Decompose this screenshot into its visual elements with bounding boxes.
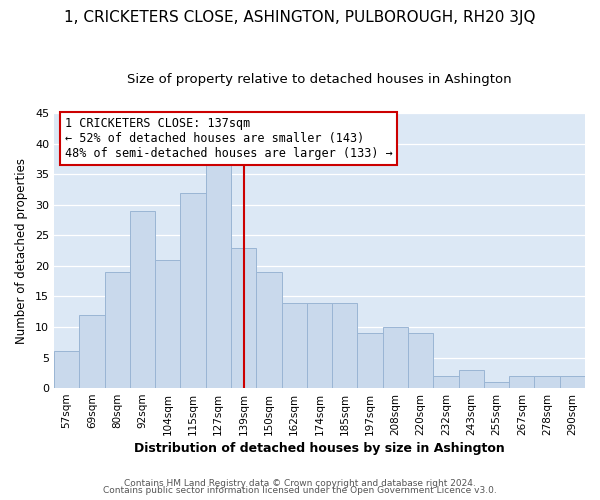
- Bar: [206, 162, 231, 388]
- Bar: [332, 302, 358, 388]
- Bar: [155, 260, 181, 388]
- X-axis label: Distribution of detached houses by size in Ashington: Distribution of detached houses by size …: [134, 442, 505, 455]
- Bar: [458, 370, 484, 388]
- Bar: [256, 272, 281, 388]
- Bar: [181, 192, 206, 388]
- Bar: [358, 333, 383, 388]
- Y-axis label: Number of detached properties: Number of detached properties: [15, 158, 28, 344]
- Bar: [104, 272, 130, 388]
- Bar: [408, 333, 433, 388]
- Bar: [79, 314, 104, 388]
- Bar: [509, 376, 535, 388]
- Text: 1 CRICKETERS CLOSE: 137sqm
← 52% of detached houses are smaller (143)
48% of sem: 1 CRICKETERS CLOSE: 137sqm ← 52% of deta…: [65, 117, 392, 160]
- Text: 1, CRICKETERS CLOSE, ASHINGTON, PULBOROUGH, RH20 3JQ: 1, CRICKETERS CLOSE, ASHINGTON, PULBOROU…: [64, 10, 536, 25]
- Title: Size of property relative to detached houses in Ashington: Size of property relative to detached ho…: [127, 72, 512, 86]
- Bar: [484, 382, 509, 388]
- Bar: [433, 376, 458, 388]
- Bar: [130, 211, 155, 388]
- Text: Contains public sector information licensed under the Open Government Licence v3: Contains public sector information licen…: [103, 486, 497, 495]
- Bar: [54, 352, 79, 388]
- Bar: [231, 248, 256, 388]
- Text: Contains HM Land Registry data © Crown copyright and database right 2024.: Contains HM Land Registry data © Crown c…: [124, 478, 476, 488]
- Bar: [535, 376, 560, 388]
- Bar: [281, 302, 307, 388]
- Bar: [560, 376, 585, 388]
- Bar: [307, 302, 332, 388]
- Bar: [383, 327, 408, 388]
